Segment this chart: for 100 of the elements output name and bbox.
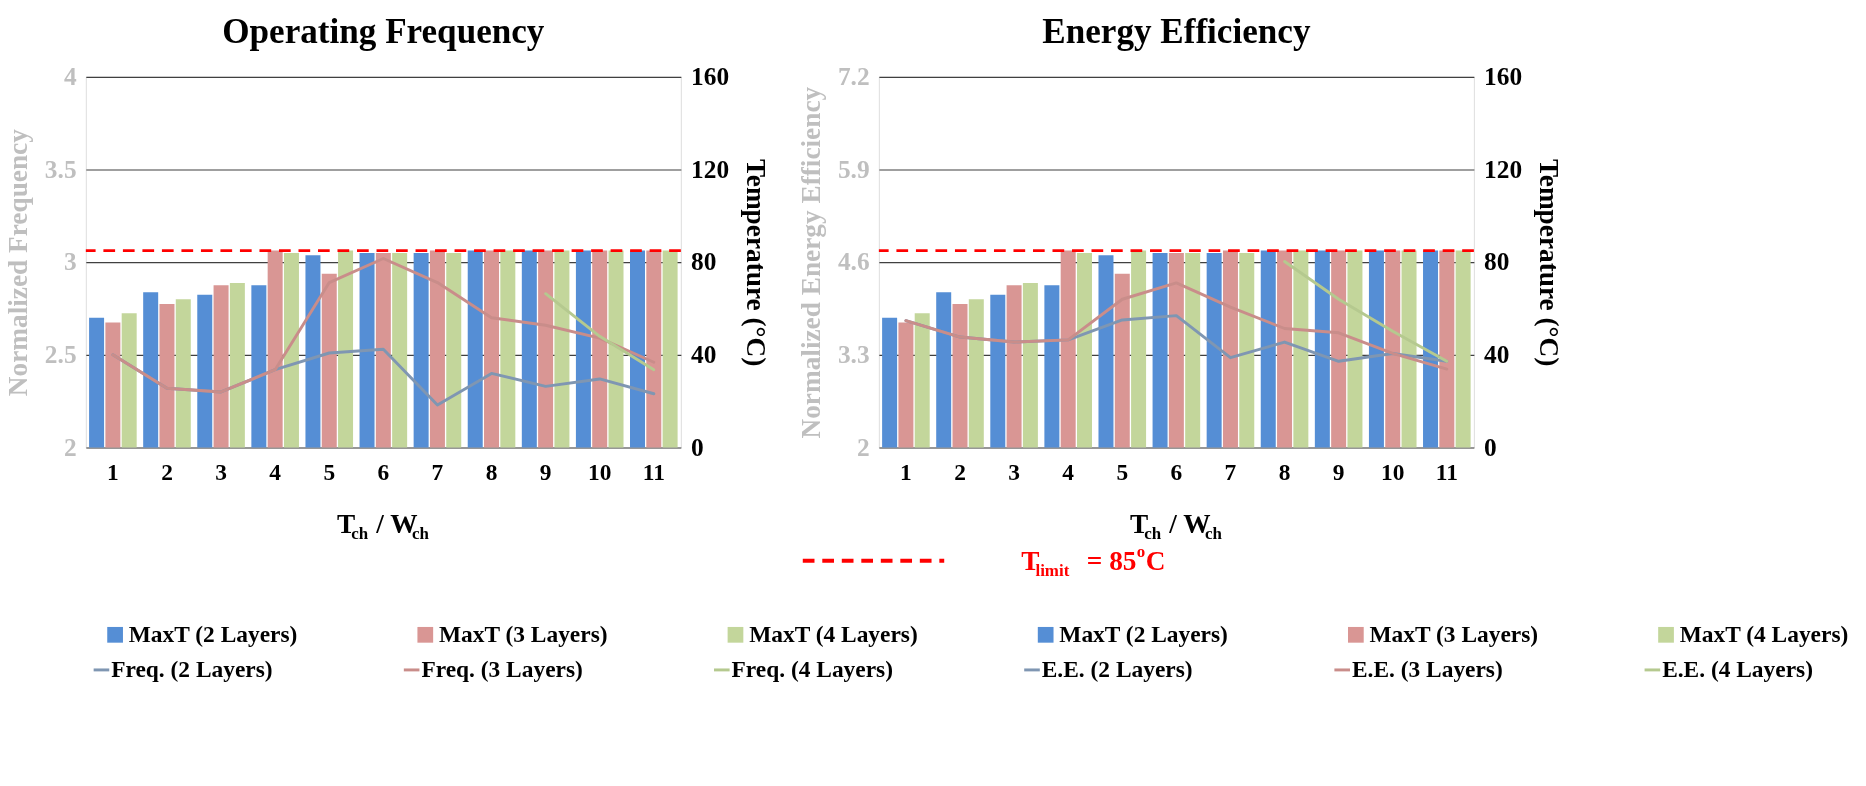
bar xyxy=(1277,250,1293,448)
bar xyxy=(105,322,121,448)
legend-label: E.E. (2 Layers) xyxy=(1041,655,1193,682)
bar xyxy=(1131,250,1147,448)
bar xyxy=(1331,250,1347,448)
y2-axis-title: Temperature (°C) xyxy=(1533,159,1564,367)
bar xyxy=(89,317,105,448)
bar xyxy=(1222,250,1238,448)
x-tick-label: 5 xyxy=(1116,459,1129,486)
x-tick-label: 8 xyxy=(485,459,498,486)
x-tick-label: 9 xyxy=(1332,459,1345,486)
x-tick-label: 3 xyxy=(1008,459,1020,486)
y-tick-label: 7.2 xyxy=(837,62,870,91)
y-tick-label: 4.6 xyxy=(837,247,870,276)
x-tick-label: 4 xyxy=(269,459,282,486)
bar xyxy=(500,250,516,448)
bar xyxy=(1114,273,1130,448)
bar xyxy=(251,285,267,448)
y2-tick-label: 120 xyxy=(691,154,730,183)
bar xyxy=(267,250,283,448)
x-tick-label: 4 xyxy=(1062,459,1075,486)
bar xyxy=(429,250,445,448)
bar xyxy=(882,317,898,448)
chart-title: Energy Efficiency xyxy=(1042,11,1311,51)
x-tick-label: 7 xyxy=(431,459,444,486)
x-tick-label: 11 xyxy=(642,459,665,486)
bar xyxy=(1385,250,1401,448)
x-tick-label: 6 xyxy=(377,459,390,486)
bar xyxy=(1022,283,1038,448)
bar xyxy=(197,294,213,448)
bar xyxy=(1439,250,1455,448)
bar xyxy=(592,250,608,448)
bar xyxy=(1455,250,1471,448)
bar xyxy=(1152,252,1168,448)
bar xyxy=(1185,252,1201,448)
bar xyxy=(229,283,245,448)
y-tick-label: 3.5 xyxy=(44,154,77,183)
bar xyxy=(375,252,391,448)
y-tick-label: 4 xyxy=(63,62,77,91)
bar xyxy=(990,294,1006,448)
bar xyxy=(121,313,137,448)
y-tick-label: 2 xyxy=(63,432,77,461)
legend-label: MaxT (3 Layers) xyxy=(438,620,608,647)
legend-label: MaxT (3 Layers) xyxy=(1369,620,1539,647)
y-tick-label: 5.9 xyxy=(837,154,870,183)
bar xyxy=(1168,252,1184,448)
y-axis-title: Normalized Energy Efficiency xyxy=(796,86,827,439)
legend-label: MaxT (2 Layers) xyxy=(1059,620,1228,647)
bar xyxy=(1076,252,1092,448)
bar xyxy=(467,250,483,448)
y-tick-label: 3 xyxy=(63,247,77,276)
legend-label: Freq. (2 Layers) xyxy=(111,655,273,682)
legend-label: MaxT (2 Layers) xyxy=(128,620,298,647)
legend-label: E.E. (4 Layers) xyxy=(1662,655,1813,682)
y-axis-title: Normalized Frequency xyxy=(3,128,34,397)
bar xyxy=(213,285,229,448)
chart-title: Operating Frequency xyxy=(222,11,545,51)
legend-label: Freq. (3 Layers) xyxy=(421,655,583,682)
bar xyxy=(1347,250,1363,448)
bar xyxy=(175,299,191,448)
bar xyxy=(1006,285,1022,448)
x-tick-label: 6 xyxy=(1170,459,1183,486)
bar xyxy=(321,273,337,448)
line-series xyxy=(111,257,656,394)
bar xyxy=(575,250,591,448)
x-tick-label: 11 xyxy=(1435,459,1458,486)
bar xyxy=(413,252,429,448)
x-tick-label: 9 xyxy=(539,459,552,486)
bar xyxy=(1293,250,1309,448)
y2-axis-title: Temperature (°C) xyxy=(740,159,771,367)
bar xyxy=(662,250,678,448)
bar xyxy=(646,250,662,448)
bar xyxy=(359,252,375,448)
bar xyxy=(283,252,299,448)
bar xyxy=(968,299,984,448)
bar xyxy=(521,250,537,448)
y-tick-label: 2.5 xyxy=(44,340,77,369)
bar xyxy=(936,292,952,448)
y2-tick-label: 40 xyxy=(691,340,717,369)
y2-tick-label: 160 xyxy=(1484,62,1523,91)
bar xyxy=(446,252,462,448)
bar xyxy=(1098,255,1114,448)
bar xyxy=(608,250,624,448)
bar xyxy=(392,252,408,448)
bar xyxy=(914,313,930,448)
x-tick-label: 10 xyxy=(1381,459,1405,486)
line-series xyxy=(904,281,1449,371)
bar xyxy=(1314,250,1330,448)
x-tick-label: 1 xyxy=(107,459,119,486)
legend-label: Freq. (4 Layers) xyxy=(731,655,893,682)
bar xyxy=(1423,250,1439,448)
x-tick-label: 8 xyxy=(1278,459,1291,486)
bar xyxy=(1401,250,1417,448)
y2-tick-label: 0 xyxy=(1484,432,1497,461)
y-tick-label: 2 xyxy=(856,432,870,461)
y2-tick-label: 160 xyxy=(691,62,730,91)
legend-label: E.E. (3 Layers) xyxy=(1351,655,1503,682)
legend-label: MaxT (4 Layers) xyxy=(749,620,918,647)
bar xyxy=(630,250,645,448)
bar xyxy=(305,255,321,448)
